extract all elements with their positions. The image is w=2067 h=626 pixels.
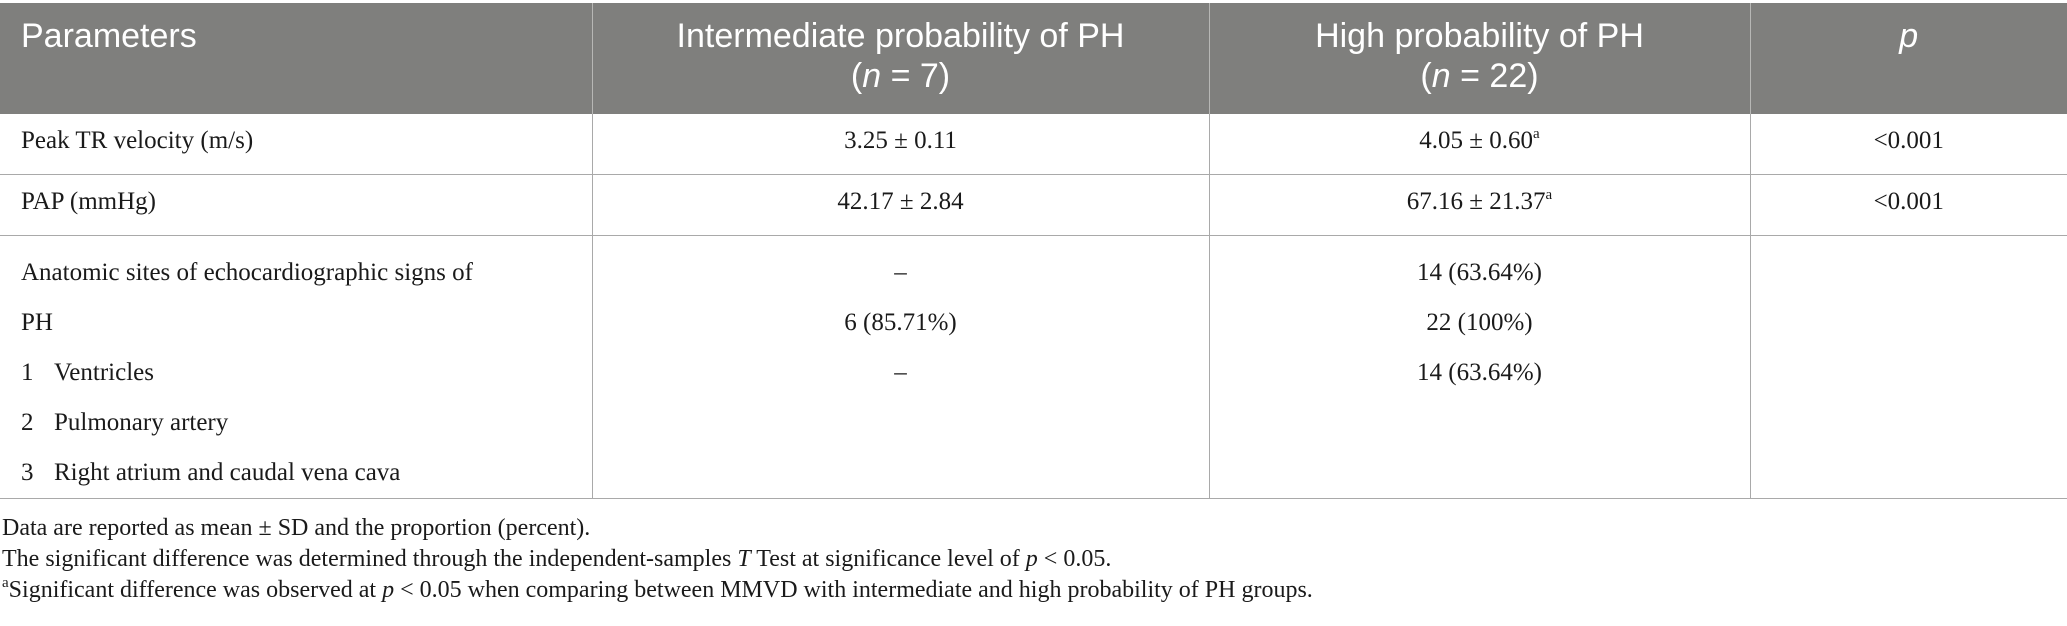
cell-intermediate: 3.25 ± 0.11 [592,114,1210,175]
header-high-title: High probability of PH [1315,17,1644,55]
table-body: Peak TR velocity (m/s) 3.25 ± 0.11 4.05 … [0,114,2067,499]
significance-marker: a [1545,187,1553,203]
cell-parameter: Anatomic sites of echocardiographic sign… [0,235,593,499]
header-high: High probability of PH (n = 22) [1209,3,1751,114]
cell-p: <0.001 [1750,114,2067,175]
footnote-2: The significant difference was determine… [2,546,1112,572]
footnote-3: aSignificant difference was observed at … [2,575,1313,604]
anatomic-item: 3 Right atrium and caudal vena cava [21,459,401,486]
header-parameters: Parameters [0,3,593,114]
header-intermediate-n: (n = 7) [850,57,951,95]
anatomic-title-line2: PH [21,309,53,336]
anatomic-item: 1 Ventricles [21,359,154,386]
cell-parameter: PAP (mmHg) [0,174,593,236]
cell-high: 67.16 ± 21.37a [1209,174,1751,236]
table-header: Parameters Intermediate probability of P… [0,3,2067,114]
results-table: Parameters Intermediate probability of P… [0,3,2067,499]
footnote-1: Data are reported as mean ± SD and the p… [2,515,591,541]
table-row-peak-tr: Peak TR velocity (m/s) 3.25 ± 0.11 4.05 … [0,114,2067,175]
table-row-pap: PAP (mmHg) 42.17 ± 2.84 67.16 ± 21.37a <… [0,174,2067,236]
results-table-container: Parameters Intermediate probability of P… [0,3,2067,499]
header-row: Parameters Intermediate probability of P… [0,3,2067,114]
anatomic-title-line1: Anatomic sites of echocardiographic sign… [21,259,473,286]
cell-p [1750,235,2067,499]
significance-marker: a [1533,126,1540,142]
cell-parameter: Peak TR velocity (m/s) [0,114,593,175]
anatomic-item: 2 Pulmonary artery [21,409,229,436]
cell-high: 14 (63.64%) 22 (100%) 14 (63.64%) [1209,235,1751,499]
header-intermediate: Intermediate probability of PH (n = 7) [592,3,1210,114]
cell-intermediate: – 6 (85.71%) – [592,235,1210,499]
header-high-n: (n = 22) [1420,57,1539,95]
table-row-anatomic: Anatomic sites of echocardiographic sign… [0,235,2067,499]
header-p: p [1750,3,2067,114]
cell-high: 4.05 ± 0.60a [1209,114,1751,175]
cell-intermediate: 42.17 ± 2.84 [592,174,1210,236]
header-intermediate-title: Intermediate probability of PH [676,17,1125,55]
table-footnotes: Data are reported as mean ± SD and the p… [2,513,1313,606]
cell-p: <0.001 [1750,174,2067,236]
